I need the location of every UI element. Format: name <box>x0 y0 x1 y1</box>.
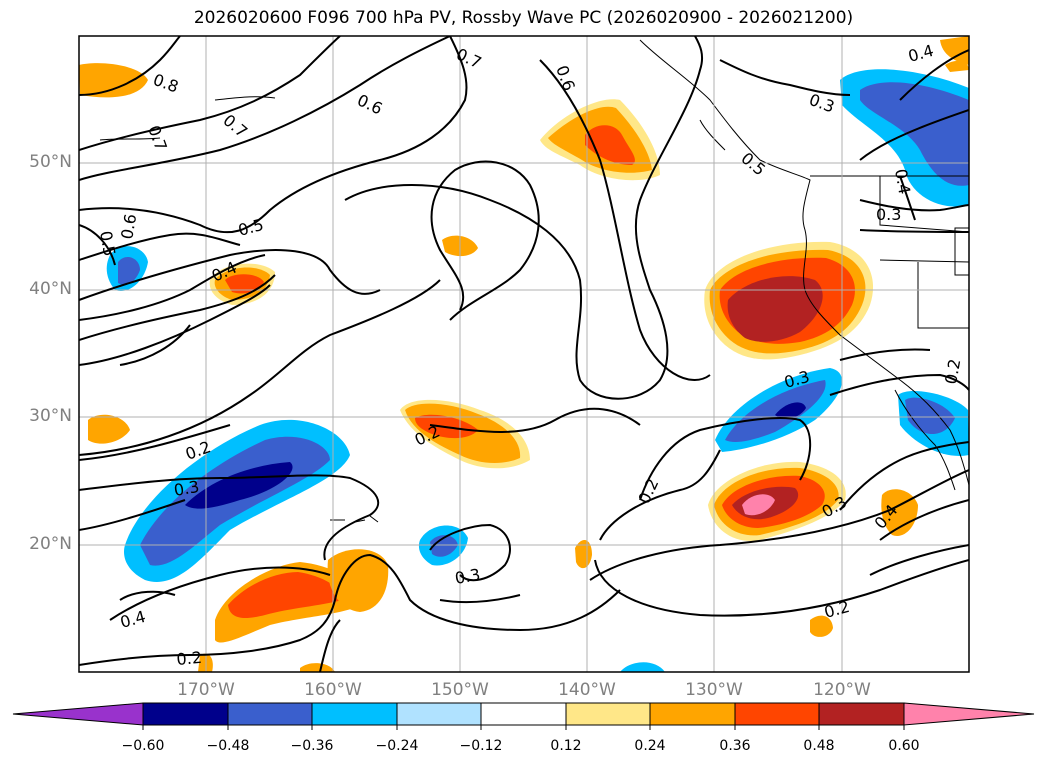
colorbar-segment <box>818 702 905 726</box>
lat-label-40n: 40°N <box>29 279 72 299</box>
colorbar-tick-label: 0.36 <box>719 738 751 754</box>
map-title: 2026020600 F096 700 hPa PV, Rossby Wave … <box>193 8 854 28</box>
colorbar-tick-label: 0.48 <box>803 738 835 754</box>
contour-label: 0.2 <box>822 597 852 622</box>
lon-label-150w: 150°W <box>431 680 489 700</box>
contour-label: 0.4 <box>891 167 914 195</box>
colorbar-tick-label: −0.12 <box>459 738 503 754</box>
contour-label: 0.3 <box>172 477 200 500</box>
contour-labels: 0.8 0.7 0.7 0.7 0.6 0.6 0.6 0.5 0.5 0.5 … <box>96 41 964 669</box>
coastlines <box>99 39 969 523</box>
colorbar-segment <box>649 702 736 726</box>
lon-label-170w: 170°W <box>177 680 235 700</box>
contour-label: 0.4 <box>118 607 148 632</box>
colorbar-tick-label: −0.48 <box>206 738 250 754</box>
contour-label: 0.3 <box>453 565 481 588</box>
colorbar-tick-label: 0.60 <box>888 738 920 754</box>
colorbar-segment <box>734 702 820 726</box>
contour-label: 0.2 <box>941 357 964 385</box>
colorbar-extend-low <box>12 702 144 726</box>
colorbar-tick-label: −0.36 <box>290 738 334 754</box>
contour-label: 0.6 <box>354 90 385 118</box>
lon-label-120w: 120°W <box>813 680 871 700</box>
contour-label: 0.2 <box>634 476 662 507</box>
contour-label: 0.3 <box>876 205 901 224</box>
colorbar-segment <box>142 702 229 726</box>
lat-label-30n: 30°N <box>29 406 72 426</box>
graticule <box>79 36 969 672</box>
map-frame <box>78 35 970 673</box>
colorbar-segment <box>565 702 651 726</box>
colorbar-extend-high <box>903 702 1035 726</box>
colorbar <box>12 702 1035 730</box>
contour-label: 0.5 <box>737 149 769 180</box>
contour-label: 0.5 <box>96 229 119 257</box>
colorbar-tick-label: 0.12 <box>550 738 582 754</box>
lon-label-130w: 130°W <box>685 680 743 700</box>
colorbar-segment <box>480 702 567 726</box>
contour-label: 0.6 <box>552 63 579 93</box>
colorbar-segment <box>396 702 482 726</box>
contour-label: 0.7 <box>219 111 251 142</box>
contour-label: 0.4 <box>906 41 936 66</box>
pv-anomaly-fills <box>79 36 969 672</box>
lat-label-50n: 50°N <box>29 152 72 172</box>
contour-label: 0.8 <box>151 70 181 97</box>
colorbar-tick-label: −0.24 <box>375 738 419 754</box>
contour-label: 0.6 <box>117 212 140 240</box>
lon-label-140w: 140°W <box>558 680 616 700</box>
pv-contours <box>79 36 969 672</box>
lat-label-20n: 20°N <box>29 534 72 554</box>
colorbar-tick-label: −0.60 <box>121 738 165 754</box>
colorbar-tick-label: 0.24 <box>634 738 666 754</box>
lon-label-160w: 160°W <box>304 680 362 700</box>
contour-label: 0.5 <box>236 215 266 240</box>
colorbar-segment <box>227 702 313 726</box>
colorbar-segment <box>311 702 398 726</box>
contour-label: 0.2 <box>176 648 203 669</box>
contour-label: 0.7 <box>453 44 484 72</box>
